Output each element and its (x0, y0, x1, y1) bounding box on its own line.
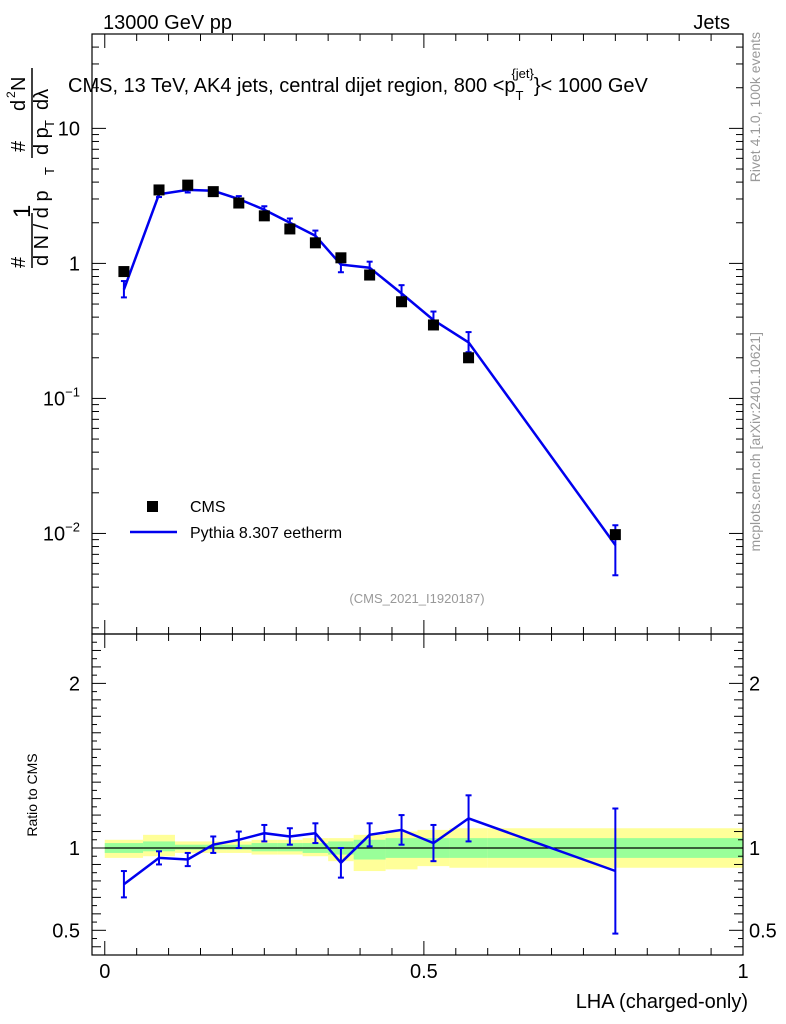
ratio-band-inner (277, 843, 303, 852)
mc-line (122, 188, 617, 546)
cms-data-point (309, 237, 321, 249)
svg-text:d p: d p (31, 127, 53, 155)
svg-text:T: T (42, 167, 57, 175)
side-label-mcplots: mcplots.cern.ch [arXiv:2401.10621] (747, 332, 763, 551)
ratio-band-inner (251, 843, 278, 852)
svg-text:1: 1 (9, 205, 36, 218)
x-tick-label: 0 (99, 961, 110, 983)
chart-title: CMS, 13 TeV, AK4 jets, central dijet reg… (68, 66, 649, 103)
svg-text:#: # (8, 256, 30, 268)
main-axes: 10 1 10−1 10−2 (43, 33, 744, 635)
ratio-band-inner (353, 839, 386, 860)
cms-data-point (609, 529, 621, 541)
main-ylabel: # 1 d N / d p T # d p T d 2 N dλ (4, 68, 57, 268)
header-right: Jets (693, 12, 730, 34)
svg-text:N: N (8, 77, 30, 91)
cms-data-point (364, 269, 376, 281)
ratio-mc-line (123, 817, 616, 886)
ratio-y-tick-label-right: 2 (749, 673, 760, 695)
x-tick-label: 1 (737, 961, 748, 983)
header-left: 13000 GeV pp (103, 12, 232, 34)
ratio-y-tick-label-right: 1 (749, 838, 760, 860)
cms-data-point (463, 352, 475, 364)
main-y-tick-label: 10−2 (43, 519, 80, 545)
cms-data-point (118, 266, 130, 278)
svg-text:2: 2 (4, 91, 18, 98)
ratio-band-inner (174, 844, 201, 850)
x-tick-label: 0.5 (410, 961, 438, 983)
svg-text:#: # (8, 140, 30, 152)
main-y-tick-label: 10 (58, 118, 80, 140)
ratio-frame (91, 633, 744, 956)
cms-data-point (233, 197, 245, 209)
cms-data-point (207, 186, 219, 198)
analysis-watermark: (CMS_2021_I1920187) (349, 591, 484, 606)
cms-data-point (284, 223, 296, 235)
svg-text:dλ: dλ (31, 89, 53, 110)
cms-data-point (335, 252, 347, 264)
ratio-uncertainty-bands (104, 828, 743, 872)
main-y-tick-label: 1 (69, 253, 80, 275)
svg-text:d N / d p: d N / d p (31, 190, 53, 266)
legend: CMS Pythia 8.307 eetherm (130, 499, 342, 542)
ratio-y-tick-label-right: 0.5 (749, 920, 777, 942)
main-frame (91, 33, 744, 635)
main-marks (118, 179, 621, 577)
ratio-ylabel: Ratio to CMS (24, 753, 40, 836)
ratio-y-tick-label: 1 (69, 838, 80, 860)
ratio-band-inner (143, 841, 175, 852)
cms-data-point (182, 179, 194, 191)
ratio-y-tick-label: 2 (69, 673, 80, 695)
cms-data-point (427, 319, 439, 331)
cms-data-point (258, 210, 270, 222)
side-label-rivet: Rivet 4.1.0, 100k events (747, 32, 763, 182)
legend-label-cms: CMS (190, 499, 226, 516)
cms-data-point (396, 296, 408, 308)
cms-data-point (153, 184, 165, 196)
ratio-axes: 0.5 0.51 12 20 0.5 1 (52, 633, 777, 983)
legend-marker-cms (147, 501, 158, 512)
main-y-tick-label: 10−1 (43, 384, 80, 410)
svg-text:d: d (8, 100, 30, 111)
legend-label-pythia: Pythia 8.307 eetherm (190, 525, 342, 542)
svg-text:T: T (42, 120, 57, 128)
ratio-y-tick-label: 0.5 (52, 920, 80, 942)
ratio-marks (120, 794, 619, 935)
x-axis-label: LHA (charged-only) (576, 991, 748, 1013)
